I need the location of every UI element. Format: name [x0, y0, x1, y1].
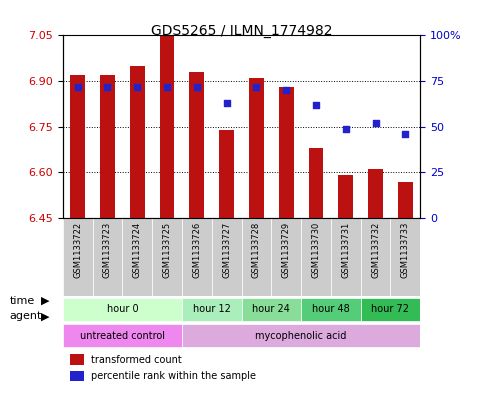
Text: ▶: ▶ [41, 311, 50, 321]
Point [104, 83, 112, 90]
Text: GSM1133723: GSM1133723 [103, 222, 112, 278]
FancyBboxPatch shape [63, 298, 182, 321]
Bar [159, 35, 174, 218]
Bar [100, 75, 115, 218]
Point [163, 83, 171, 90]
Bar [368, 169, 383, 218]
Point [401, 131, 409, 137]
FancyBboxPatch shape [361, 298, 420, 321]
Bar [189, 72, 204, 218]
FancyBboxPatch shape [242, 218, 271, 296]
FancyBboxPatch shape [212, 218, 242, 296]
Text: GSM1133725: GSM1133725 [163, 222, 171, 278]
FancyBboxPatch shape [152, 218, 182, 296]
Text: GSM1133729: GSM1133729 [282, 222, 291, 278]
Point [193, 83, 201, 90]
Text: GSM1133727: GSM1133727 [222, 222, 231, 278]
FancyBboxPatch shape [182, 218, 212, 296]
FancyBboxPatch shape [93, 218, 122, 296]
Bar [70, 354, 84, 365]
Text: GSM1133722: GSM1133722 [73, 222, 82, 278]
Point [312, 102, 320, 108]
Bar [338, 175, 353, 218]
FancyBboxPatch shape [63, 218, 93, 296]
Text: hour 72: hour 72 [371, 305, 410, 314]
Bar [279, 87, 294, 218]
FancyBboxPatch shape [301, 298, 361, 321]
Text: mycophenolic acid: mycophenolic acid [256, 331, 347, 341]
Bar [70, 371, 84, 382]
Bar [130, 66, 145, 218]
FancyBboxPatch shape [271, 218, 301, 296]
Text: GSM1133728: GSM1133728 [252, 222, 261, 278]
Point [133, 83, 141, 90]
Text: transformed count: transformed count [91, 354, 182, 365]
Text: hour 12: hour 12 [193, 305, 231, 314]
Text: untreated control: untreated control [80, 331, 165, 341]
Text: GSM1133726: GSM1133726 [192, 222, 201, 278]
Point [282, 87, 290, 93]
Bar [398, 182, 413, 218]
FancyBboxPatch shape [331, 218, 361, 296]
Text: hour 48: hour 48 [312, 305, 350, 314]
Text: GSM1133732: GSM1133732 [371, 222, 380, 278]
FancyBboxPatch shape [301, 218, 331, 296]
Text: GSM1133730: GSM1133730 [312, 222, 320, 278]
Text: GSM1133733: GSM1133733 [401, 222, 410, 278]
FancyBboxPatch shape [122, 218, 152, 296]
Text: percentile rank within the sample: percentile rank within the sample [91, 371, 256, 381]
FancyBboxPatch shape [361, 218, 390, 296]
Point [372, 120, 380, 126]
Text: GSM1133731: GSM1133731 [341, 222, 350, 278]
FancyBboxPatch shape [182, 324, 420, 347]
Bar [70, 75, 85, 218]
Text: GSM1133724: GSM1133724 [133, 222, 142, 278]
Text: ▶: ▶ [41, 296, 50, 306]
Text: GDS5265 / ILMN_1774982: GDS5265 / ILMN_1774982 [151, 24, 332, 38]
Text: time: time [10, 296, 35, 306]
Point [253, 83, 260, 90]
Text: hour 24: hour 24 [252, 305, 290, 314]
FancyBboxPatch shape [182, 298, 242, 321]
Text: agent: agent [10, 311, 42, 321]
Point [74, 83, 82, 90]
Bar [249, 78, 264, 218]
Bar [309, 148, 324, 218]
FancyBboxPatch shape [63, 324, 182, 347]
FancyBboxPatch shape [390, 218, 420, 296]
Text: hour 0: hour 0 [107, 305, 138, 314]
Point [223, 100, 230, 106]
FancyBboxPatch shape [242, 298, 301, 321]
Point [342, 125, 350, 132]
Bar [219, 130, 234, 218]
